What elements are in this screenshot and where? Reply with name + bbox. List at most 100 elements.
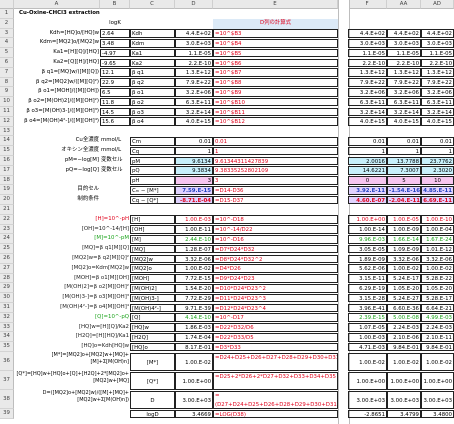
value-cell[interactable]: 3.00.E+03 [175, 390, 213, 409]
select-all-corner[interactable] [0, 0, 14, 9]
logk-cell[interactable]: 12.1 [100, 68, 130, 78]
logk-cell[interactable]: 11.8 [100, 97, 130, 107]
logk-cell[interactable]: 14.5 [100, 107, 130, 117]
case-aa-cell[interactable]: 1.00.E-09 [387, 225, 421, 234]
case-aa-cell[interactable]: 3.2.E+14 [387, 107, 421, 117]
row-number[interactable]: 4 [0, 38, 14, 49]
case-ad-cell[interactable]: 3.2.E+14 [421, 107, 454, 117]
value-cell[interactable]: 0.01 [175, 136, 213, 146]
case-ad-cell[interactable]: 1.3.E+12 [421, 68, 454, 78]
case-f-cell[interactable]: 7.9.E+22 [348, 78, 387, 87]
row-number[interactable]: 31 [0, 303, 14, 313]
case-ad-cell[interactable]: 6.3.E+11 [421, 97, 454, 107]
case-f-cell[interactable]: 4.0.E+15 [348, 117, 387, 127]
formula-cell[interactable]: =10^$B9 [213, 87, 338, 97]
case-f-cell[interactable]: 4.60.E-07 [348, 195, 387, 205]
value-cell[interactable]: -8.71.E-04 [175, 195, 213, 205]
case-aa-cell[interactable]: 4.4.E+02 [387, 29, 421, 38]
case-aa-cell[interactable]: 5 [387, 176, 421, 185]
formula-cell[interactable]: =D8*D24*D32^2 [213, 254, 338, 264]
value-cell[interactable]: 3.2.E+14 [175, 107, 213, 117]
value-cell[interactable]: 7.59.E-15 [175, 185, 213, 195]
case-ad-cell[interactable]: 2.10.E-11 [421, 332, 454, 342]
case-ad-cell[interactable]: 4.85.E-11 [421, 185, 454, 195]
row-number[interactable]: 35 [0, 342, 14, 352]
case-ad-cell[interactable]: 4.99.E-03 [421, 313, 454, 323]
case-f-cell[interactable]: 3.0.E+03 [348, 38, 387, 48]
row-number[interactable]: 24 [0, 234, 14, 245]
case-ad-cell[interactable]: 6.69.E-11 [421, 195, 454, 205]
case-f-cell[interactable]: 2.2.E-10 [348, 58, 387, 68]
row-number[interactable]: 2 [0, 18, 14, 29]
row-number[interactable]: 33 [0, 322, 14, 333]
formula-cell[interactable]: =10^-14/D22 [213, 225, 338, 234]
case-ad-cell[interactable]: 0.01 [421, 136, 454, 146]
case-aa-cell[interactable]: 2.10.E-06 [387, 332, 421, 342]
row-number[interactable]: 17 [0, 165, 14, 176]
row-number[interactable]: 19 [0, 185, 14, 196]
value-cell[interactable]: 1.00.E+00 [175, 371, 213, 390]
logk-cell[interactable]: -4.97 [100, 48, 130, 58]
formula-cell[interactable]: =10^$B10 [213, 97, 338, 107]
case-f-cell[interactable]: 6.29.E-19 [348, 283, 387, 293]
case-f-cell[interactable]: 3.96.E-41 [348, 303, 387, 313]
case-aa-cell[interactable]: 7.9.E+22 [387, 78, 421, 87]
case-ad-cell[interactable]: 1.00.E-10 [421, 215, 454, 225]
formula-cell[interactable]: =10^$B11 [213, 107, 338, 117]
logk-cell[interactable]: 3.48 [100, 38, 130, 48]
formula-cell[interactable]: =D15-D37 [213, 195, 338, 205]
value-cell[interactable]: 1.00.E-11 [175, 225, 213, 234]
formula-cell[interactable]: =(D27+D24+D25+D26+D28+D29+D30+D31) [213, 390, 338, 409]
formula-cell[interactable]: =D3*D33 [213, 342, 338, 352]
case-aa-cell[interactable]: 2.24.E-03 [387, 323, 421, 332]
value-cell[interactable]: 1.00.E-02 [175, 264, 213, 274]
case-aa-cell[interactable]: 0.01 [387, 136, 421, 146]
case-aa-cell[interactable]: 3.00.E+03 [387, 390, 421, 409]
case-aa-cell[interactable]: 1.3.E+12 [387, 68, 421, 78]
case-f-cell[interactable]: 0 [348, 176, 387, 185]
formula-cell[interactable]: =D11*D24*D23^3 [213, 293, 338, 303]
formula-cell[interactable]: =10^$B8 [213, 78, 338, 87]
formula-cell[interactable]: =10^-D16 [213, 234, 338, 244]
value-cell[interactable]: 1.1.E-05 [175, 48, 213, 58]
row-number[interactable]: 15 [0, 146, 14, 156]
logk-cell[interactable]: 2.64 [100, 29, 130, 38]
case-aa-cell[interactable]: 1.66.E-14 [387, 234, 421, 244]
case-aa-cell[interactable]: 6.3.E+11 [387, 97, 421, 107]
case-ad-cell[interactable]: 1.1.E-05 [421, 48, 454, 58]
case-ad-cell[interactable]: 10 [421, 176, 454, 185]
case-f-cell[interactable]: 1 [348, 146, 387, 156]
row-number[interactable]: 26 [0, 254, 14, 264]
value-cell[interactable]: 1.54.E-20 [175, 283, 213, 293]
row-number[interactable]: 37 [0, 371, 14, 390]
row-number[interactable]: 23 [0, 224, 14, 235]
value-cell[interactable]: 3.4669 [175, 409, 213, 419]
value-cell[interactable]: 1.74.E-04 [175, 332, 213, 342]
row-number[interactable]: 32 [0, 312, 14, 323]
case-ad-cell[interactable]: 1.00.E-02 [421, 352, 454, 371]
formula-cell[interactable]: =D22*D32/D6 [213, 323, 338, 332]
row-number[interactable]: 30 [0, 293, 14, 303]
case-aa-cell[interactable]: -1.54.E-16 [387, 185, 421, 195]
case-ad-cell[interactable]: 3.32.E-06 [421, 254, 454, 264]
case-f-cell[interactable]: 9.96.E-03 [348, 234, 387, 244]
row-number[interactable]: 12 [0, 116, 14, 127]
formula-cell[interactable]: =D14-D36 [213, 185, 338, 195]
row-number[interactable]: 13 [0, 126, 14, 137]
row-number[interactable]: 1 [0, 9, 14, 19]
row-number[interactable]: 5 [0, 48, 14, 58]
case-f-cell[interactable]: 1.00.E-02 [348, 352, 387, 371]
formula-cell[interactable]: =10^$B3 [213, 29, 338, 38]
case-aa-cell[interactable]: 1.09.E-09 [387, 244, 421, 254]
case-f-cell[interactable]: 3.00.E+03 [348, 390, 387, 409]
formula-cell[interactable]: =D22*D33/D5 [213, 332, 338, 342]
column-header-A[interactable]: A [14, 0, 100, 9]
formula-cell[interactable]: 3 [213, 176, 338, 185]
row-number[interactable]: 3 [0, 28, 14, 39]
case-f-cell[interactable]: 6.3.E+11 [348, 97, 387, 107]
value-cell[interactable]: 1.28.E-07 [175, 244, 213, 254]
row-number[interactable]: 39 [0, 409, 14, 419]
case-aa-cell[interactable]: 1 [387, 146, 421, 156]
case-aa-cell[interactable]: -2.04.E-11 [387, 195, 421, 205]
case-f-cell[interactable]: 0.01 [348, 136, 387, 146]
